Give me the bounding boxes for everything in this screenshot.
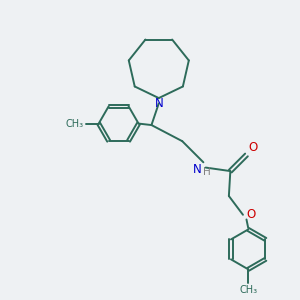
Text: O: O: [249, 141, 258, 154]
Text: CH₃: CH₃: [66, 118, 84, 129]
Text: CH₃: CH₃: [239, 285, 257, 295]
Text: N: N: [193, 163, 202, 176]
Text: N: N: [154, 97, 163, 110]
Text: O: O: [246, 208, 255, 221]
Text: H: H: [203, 167, 211, 177]
